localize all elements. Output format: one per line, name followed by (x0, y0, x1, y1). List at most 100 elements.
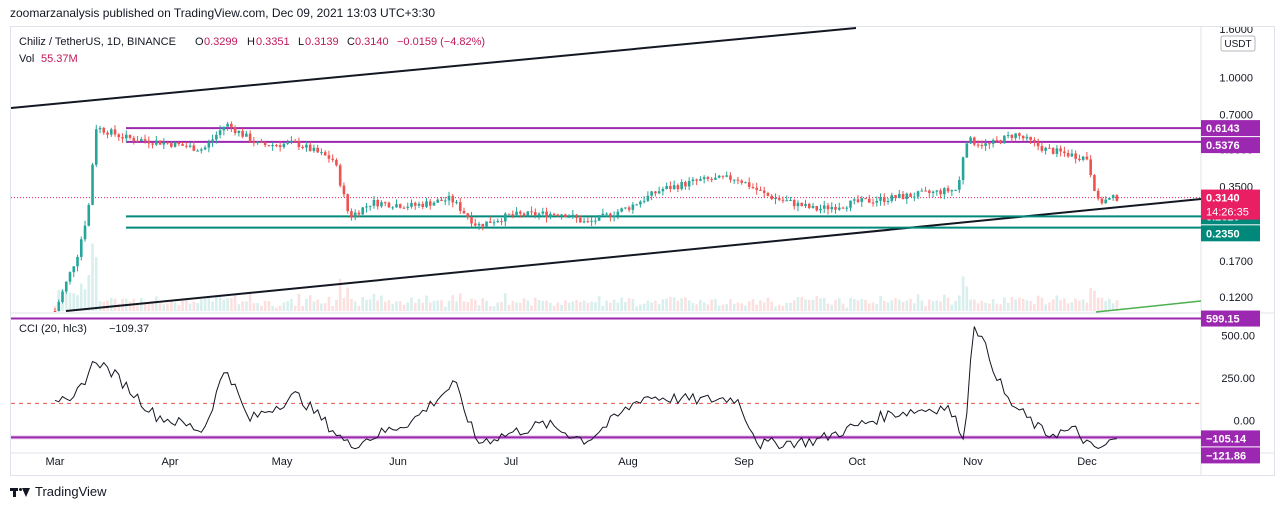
volume-bar (290, 298, 293, 311)
currency-badge[interactable] (1220, 35, 1256, 52)
volume-bar (462, 301, 466, 311)
volume-bar (1100, 297, 1104, 311)
volume-bar (991, 299, 995, 311)
cci-level-tag: −105.14 (1206, 433, 1247, 445)
candle-body (1003, 135, 1006, 144)
candle-body (984, 143, 987, 146)
volume-bar (203, 298, 207, 311)
lower-channel-trendline[interactable] (65, 198, 1202, 312)
candle-body (537, 213, 541, 216)
candle-body (680, 182, 683, 190)
candle-body (804, 203, 807, 207)
volume-bar (365, 299, 368, 311)
volume-bar (226, 298, 229, 311)
candle-body (935, 190, 939, 192)
volume-bar (1111, 303, 1115, 311)
candle-body (335, 159, 338, 166)
volume-bar (995, 303, 999, 311)
volume-bar (890, 300, 894, 311)
candle-body (368, 205, 372, 207)
volume-bar (762, 302, 766, 311)
candle-body (890, 195, 894, 201)
volume-bar (759, 300, 762, 311)
green-trendline[interactable] (1095, 300, 1202, 313)
volume-bar (211, 301, 214, 311)
candle-body (860, 198, 864, 202)
candle-body (500, 220, 503, 222)
volume-bar (327, 296, 331, 311)
volume-bar (338, 278, 342, 311)
candle-body (736, 179, 740, 181)
volume-bar (466, 302, 470, 311)
candle-body (196, 150, 199, 152)
candle-body (455, 202, 458, 204)
chart-canvas[interactable]: 1.60001.00000.70000.50000.35000.17000.12… (10, 24, 1274, 475)
volume-bar (627, 298, 631, 311)
high-label: H (247, 36, 255, 48)
volume-bar (973, 299, 976, 311)
candle-body (1085, 156, 1089, 160)
volume-bar (560, 304, 563, 311)
volume-bar (635, 306, 638, 311)
volume-bar (331, 305, 334, 311)
volume-bar (402, 304, 406, 311)
candle-body (177, 142, 181, 145)
candle-body (155, 140, 158, 145)
candle-body (301, 146, 304, 148)
volume-bar (151, 300, 154, 311)
candle-body (451, 195, 455, 203)
volume-bar (924, 306, 927, 311)
candle-body (410, 202, 413, 207)
volume-bar (91, 243, 94, 311)
high-value: 0.3351 (256, 36, 290, 48)
volume-bar (417, 299, 421, 311)
candle-body (886, 200, 890, 202)
candle-body (1014, 133, 1017, 139)
volume-bar (676, 300, 680, 311)
volume-bar (639, 304, 642, 311)
candle-body (594, 220, 597, 222)
open-value: 0.3299 (204, 36, 238, 48)
candle-body (519, 211, 522, 214)
candle-body (706, 177, 710, 180)
candle-body (230, 123, 233, 128)
volume-bar (143, 302, 147, 311)
volume-bar (931, 301, 935, 311)
volume-bar (815, 296, 819, 311)
month-tick: Sep (734, 456, 754, 468)
month-tick: Jul (504, 456, 518, 468)
volume-bar (267, 300, 271, 311)
candle-body (68, 272, 72, 282)
price-tick: 1.0000 (1219, 73, 1253, 85)
candle-body (976, 144, 980, 146)
volume-bar (455, 301, 458, 311)
volume-bar (473, 299, 477, 311)
candle-body (721, 175, 725, 177)
candle-body (631, 204, 635, 210)
candle-body (717, 175, 721, 178)
volume-bar (376, 300, 380, 311)
volume-bar (128, 301, 132, 311)
chart-frame[interactable]: 1.60001.00000.70000.50000.35000.17000.12… (10, 24, 1275, 476)
volume-bar (177, 304, 181, 311)
candle-body (916, 191, 920, 197)
volume-bar (537, 300, 541, 311)
volume-bar (188, 303, 192, 311)
candle-body (695, 179, 698, 181)
candle-body (669, 186, 672, 189)
currency-badge-label: USDT (1224, 39, 1251, 50)
candle-body (545, 211, 548, 218)
volume-bar (526, 300, 530, 311)
volume-bar (395, 301, 398, 311)
volume-bar (200, 299, 203, 311)
volume-bar (496, 302, 500, 311)
upper-channel-trendline[interactable] (10, 27, 857, 109)
volume-bar (556, 302, 560, 311)
volume-bar (672, 297, 676, 311)
volume-bar (1044, 304, 1047, 311)
close-value: 0.3140 (355, 36, 389, 48)
volume-bar (826, 303, 830, 311)
volume-bar (166, 303, 169, 311)
volume-bar (1014, 299, 1017, 311)
candle-body (275, 144, 278, 146)
